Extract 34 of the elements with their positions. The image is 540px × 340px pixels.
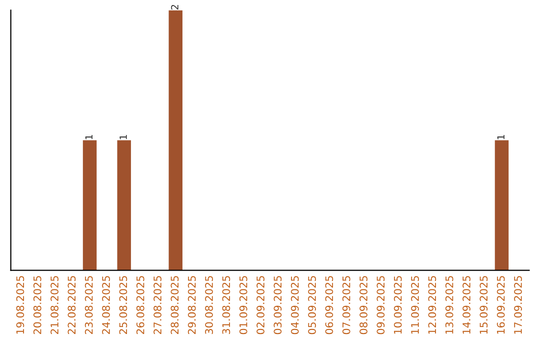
x-tick-label: 20.08.2025 [33,276,42,334]
x-tick-label: 13.09.2025 [445,276,454,334]
x-tick-label: 26.08.2025 [136,276,144,334]
x-tick-label: 01.09.2025 [239,276,248,334]
x-tick-label: 11.09.2025 [411,276,419,334]
data-label: 2 [171,4,178,10]
x-tick-label: 05.09.2025 [308,276,316,334]
x-tick-label: 29.08.2025 [188,276,196,334]
x-tick-label: 16.09.2025 [496,276,505,334]
x-tick-label: 03.09.2025 [274,276,282,334]
x-tick-label: 25.08.2025 [119,276,128,334]
data-label: 1 [120,134,127,140]
x-tick-label: 31.08.2025 [222,276,230,334]
x-tick-label: 14.09.2025 [462,276,470,334]
x-tick-label: 06.09.2025 [325,276,334,334]
x-tick-label: 09.09.2025 [376,276,385,334]
data-label: 1 [85,134,92,140]
x-tick-label: 24.08.2025 [102,276,110,334]
x-tick-label: 19.08.2025 [16,276,24,334]
x-tick-label: 27.08.2025 [154,276,162,334]
x-tick-label: 12.09.2025 [428,276,436,334]
x-tick-label: 10.09.2025 [394,276,402,334]
x-tick-label: 22.08.2025 [68,276,76,334]
x-tick-label: 08.09.2025 [360,276,368,334]
x-tick-label: 30.08.2025 [205,276,213,334]
data-label: 1 [497,134,504,140]
x-tick-label: 23.08.2025 [84,276,93,334]
x-tick-label: 07.09.2025 [342,276,350,334]
x-tick-label: 02.09.2025 [256,276,264,334]
x-tick-label: 17.09.2025 [514,276,522,334]
x-tick-label: 04.09.2025 [290,276,299,334]
x-tick-label: 28.08.2025 [170,276,179,334]
x-tick-label: 21.08.2025 [50,276,58,334]
x-tick-label: 15.09.2025 [480,276,488,334]
